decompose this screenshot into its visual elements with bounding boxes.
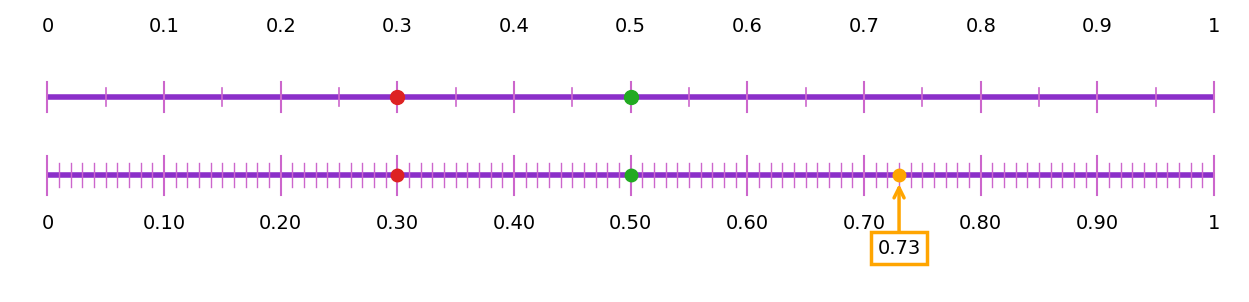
Text: 0.9: 0.9 [1082,17,1113,36]
Text: 0.40: 0.40 [492,214,536,233]
Text: 1: 1 [1208,214,1220,233]
Text: 0.1: 0.1 [149,17,180,36]
Text: 0.20: 0.20 [260,214,302,233]
Text: 1: 1 [1208,17,1220,36]
Text: 0.3: 0.3 [382,17,413,36]
Text: 0: 0 [41,17,54,36]
Text: 0.8: 0.8 [965,17,997,36]
Text: 0.2: 0.2 [265,17,296,36]
Text: 0.30: 0.30 [376,214,418,233]
Text: 0.60: 0.60 [726,214,769,233]
Text: 0: 0 [41,214,54,233]
Text: 0.10: 0.10 [142,214,186,233]
Text: 0.80: 0.80 [959,214,1002,233]
Text: 0.7: 0.7 [848,17,879,36]
Text: 0.4: 0.4 [498,17,530,36]
Text: 0.6: 0.6 [732,17,763,36]
Text: 0.5: 0.5 [616,17,646,36]
Text: 0.50: 0.50 [610,214,652,233]
Text: 0.90: 0.90 [1075,214,1119,233]
Text: 0.70: 0.70 [843,214,886,233]
Text: 0.73: 0.73 [878,239,921,258]
